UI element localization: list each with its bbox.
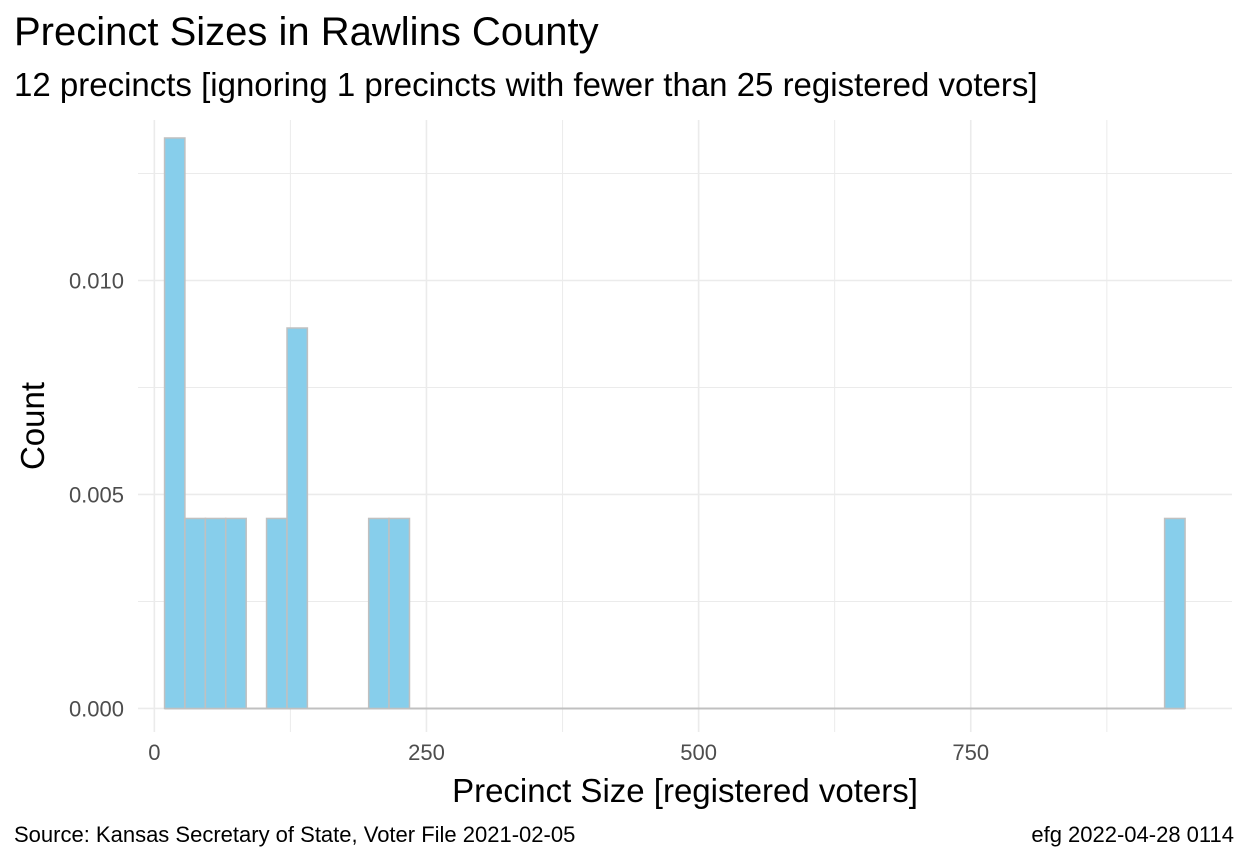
histogram-bar [163, 137, 186, 710]
y-axis-title: Count [14, 382, 51, 470]
histogram-bar [265, 517, 288, 710]
minor-gridlines [138, 120, 1232, 732]
histogram-bars [163, 137, 1186, 710]
x-tick-label: 250 [408, 740, 445, 765]
histogram-bar [224, 517, 247, 710]
source-caption: Source: Kansas Secretary of State, Voter… [14, 822, 576, 847]
chart-title: Precinct Sizes in Rawlins County [14, 10, 599, 54]
histogram-bar [184, 517, 207, 710]
histogram-bar [286, 327, 309, 710]
x-axis-tick-labels: 0 250 500 750 [148, 740, 989, 765]
x-tick-label: 750 [952, 740, 989, 765]
x-axis-title: Precinct Size [registered voters] [452, 772, 918, 809]
histogram-bar [388, 517, 411, 710]
credit-caption: efg 2022-04-28 0114 [1031, 822, 1234, 847]
y-tick-label: 0.010 [69, 268, 124, 293]
histogram-bar [1163, 517, 1186, 710]
y-tick-label: 0.005 [69, 482, 124, 507]
y-axis-tick-labels: 0.000 0.005 0.010 [69, 268, 124, 721]
x-tick-label: 0 [148, 740, 160, 765]
y-tick-label: 0.000 [69, 696, 124, 721]
x-tick-label: 500 [680, 740, 717, 765]
chart-subtitle: 12 precincts [ignoring 1 precincts with … [14, 66, 1038, 103]
histogram-bar [204, 517, 227, 710]
histogram-bar [367, 517, 390, 710]
